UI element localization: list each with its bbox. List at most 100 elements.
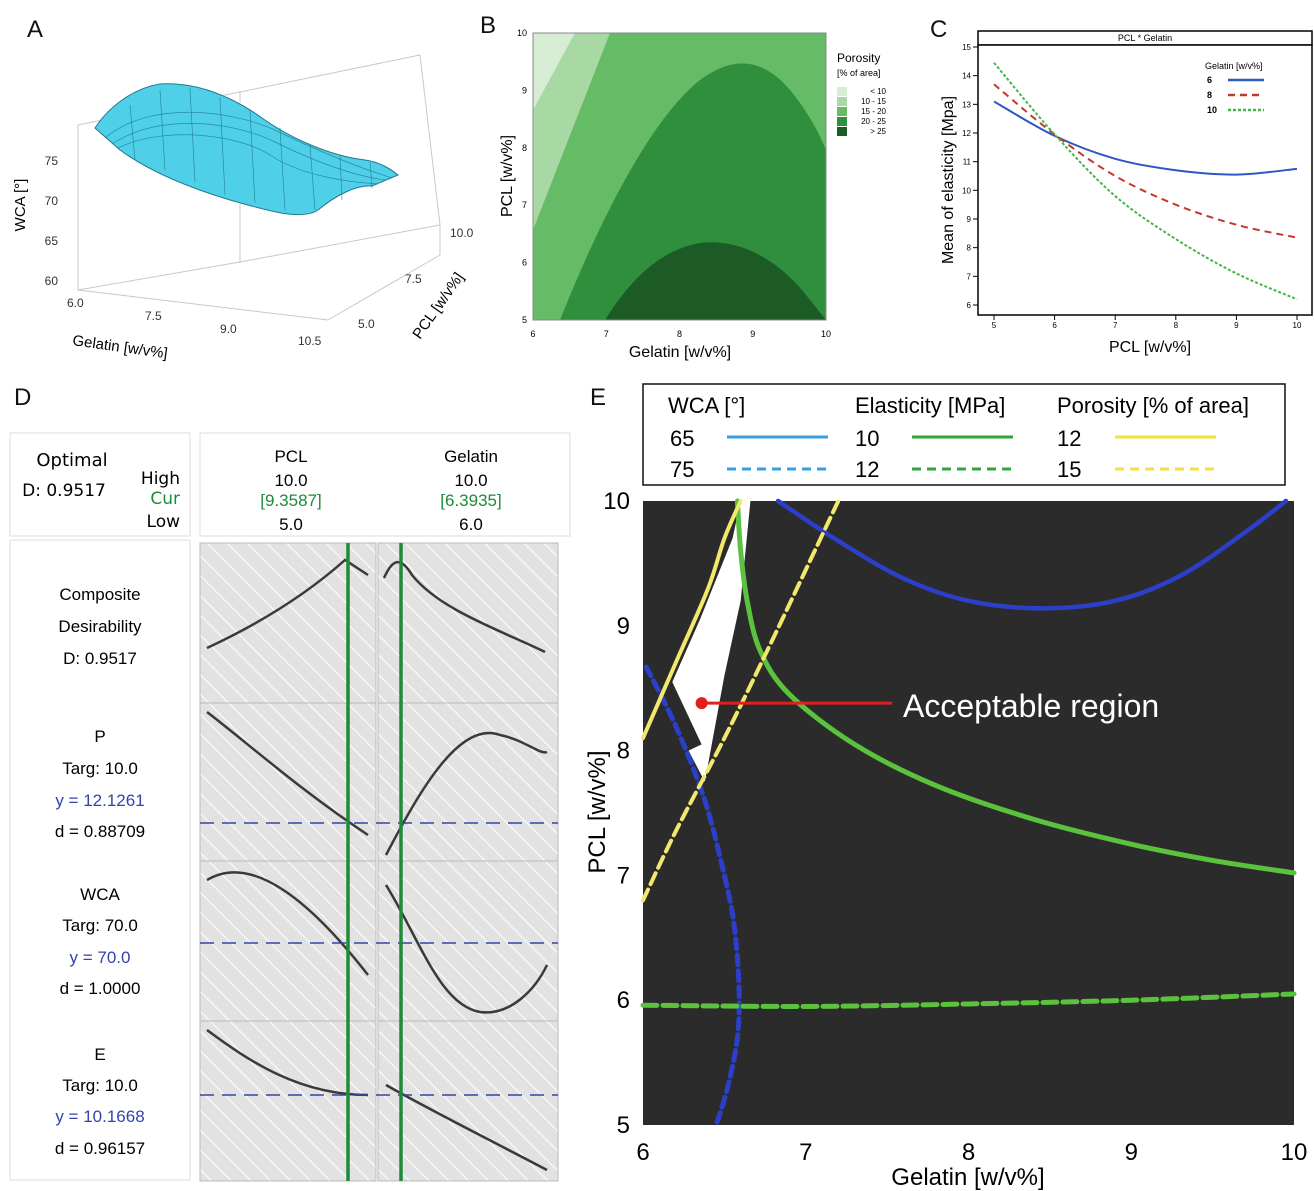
factor-low: 6.0 bbox=[459, 515, 483, 534]
x-tick-label: 10 bbox=[1293, 321, 1302, 330]
legend-label: 15 - 20 bbox=[861, 107, 886, 116]
panel-letter-b: B bbox=[480, 12, 497, 39]
porosity-band-lt-10 bbox=[533, 33, 575, 110]
x-tick-label: 9 bbox=[1125, 1139, 1138, 1166]
y-tick-label: 8 bbox=[617, 738, 630, 765]
acceptable-region bbox=[672, 501, 751, 782]
factor-header-box bbox=[199, 432, 571, 537]
row-y: y = 70.0 bbox=[70, 948, 131, 967]
legend-label: 10 - 15 bbox=[861, 97, 886, 106]
legend-value: 15 bbox=[1057, 457, 1081, 482]
optimal-d: D: 0.9517 bbox=[22, 481, 106, 501]
factor-high: 10.0 bbox=[454, 471, 487, 490]
legend-swatch bbox=[837, 117, 847, 126]
row-labels-column bbox=[9, 539, 191, 1181]
porosity-12-contour bbox=[641, 499, 743, 741]
y-tick-label: 9 bbox=[967, 215, 972, 224]
panel-e-overlaid-contours: WCA [°] Elasticity [MPa] Porosity [% of … bbox=[584, 383, 1307, 1191]
legend-label: 10 bbox=[1207, 105, 1217, 115]
y-tick-label: 6 bbox=[967, 301, 972, 310]
wca-surface bbox=[94, 83, 399, 216]
y-tick-label: 12 bbox=[962, 129, 971, 138]
x-tick-label: 9 bbox=[750, 329, 755, 339]
x-axis-label: Gelatin [w/v%] bbox=[629, 344, 731, 361]
panel-d-response-optimizer: Optimal D: 0.9517 High Cur Low PCL 10.0 … bbox=[9, 432, 571, 1182]
elasticity-10-contour bbox=[734, 498, 1297, 876]
legend-title: Porosity bbox=[837, 51, 880, 65]
optimal-label: Optimal bbox=[36, 450, 107, 471]
elasticity-12-contour bbox=[640, 991, 1297, 1009]
desirability-plot-grid bbox=[199, 542, 559, 1182]
plot-frame bbox=[532, 32, 827, 321]
x-tick-label: 7 bbox=[1113, 321, 1118, 330]
y-axis-label: Mean of elasticity [Mpa] bbox=[940, 96, 957, 264]
panel-a-surface-plot: WCA [°] 60 65 70 75 6.0 7.5 9.0 10.5 5.0… bbox=[12, 54, 474, 362]
y-tick-label: 6 bbox=[522, 258, 527, 268]
y-tick-label: 10 bbox=[517, 28, 527, 38]
wca-65-contour bbox=[775, 498, 1289, 611]
legend-value: 12 bbox=[855, 457, 879, 482]
y-tick-label: 13 bbox=[962, 100, 971, 109]
panel-letter-c: C bbox=[930, 16, 948, 43]
series-line-6 bbox=[993, 100, 1298, 176]
factor-low: 5.0 bbox=[279, 515, 303, 534]
low-label: Low bbox=[147, 512, 181, 532]
y-tick-label: 10 bbox=[962, 186, 971, 195]
y-tick-label: 6 bbox=[617, 987, 630, 1014]
x-tick-label: 8 bbox=[962, 1139, 975, 1166]
z-tick: 65 bbox=[45, 234, 59, 248]
y-tick-label: 8 bbox=[967, 244, 972, 253]
legend-title: Gelatin [w/v%] bbox=[1205, 61, 1263, 71]
y-axis-label: PCL [w/v%] bbox=[584, 750, 611, 873]
legend-header: WCA [°] bbox=[668, 393, 745, 418]
panel-letter-a: A bbox=[27, 16, 44, 43]
row-title-2: Desirability bbox=[58, 617, 142, 636]
x-tick: 7.5 bbox=[145, 309, 162, 323]
y-tick-label: 9 bbox=[522, 85, 527, 95]
legend-value: 10 bbox=[855, 426, 879, 451]
legend-value: 75 bbox=[670, 457, 694, 482]
legend-label: 6 bbox=[1207, 75, 1212, 85]
y-tick-label: 8 bbox=[522, 143, 527, 153]
x-tick-label: 8 bbox=[1174, 321, 1179, 330]
factor-high: 10.0 bbox=[274, 471, 307, 490]
legend-subtitle: [% of area] bbox=[837, 68, 881, 78]
panel-letter-e: E bbox=[590, 384, 607, 411]
x-tick-label: 8 bbox=[677, 329, 682, 339]
x-axis-label: Gelatin [w/v%] bbox=[891, 1164, 1044, 1191]
legend-value: 65 bbox=[670, 426, 694, 451]
legend-label: 8 bbox=[1207, 90, 1212, 100]
y-tick-label: 10 bbox=[603, 488, 630, 515]
factor-name: PCL bbox=[274, 447, 307, 466]
chart-title: PCL * Gelatin bbox=[1118, 33, 1172, 43]
high-label: High bbox=[141, 469, 180, 489]
y-tick-label: 7 bbox=[967, 272, 972, 281]
x-tick-label: 7 bbox=[604, 329, 609, 339]
legend-swatches bbox=[727, 435, 1216, 471]
row-d: D: 0.9517 bbox=[63, 649, 137, 668]
legend-swatch bbox=[837, 127, 847, 136]
x-tick-label: 9 bbox=[1234, 321, 1239, 330]
row-title: E bbox=[94, 1045, 105, 1064]
row-d: d = 1.0000 bbox=[60, 979, 141, 998]
x-tick-label: 6 bbox=[636, 1139, 649, 1166]
target-lines bbox=[200, 822, 558, 1096]
y-axis-label: PCL [w/v%] bbox=[499, 135, 516, 217]
x-tick-label: 7 bbox=[799, 1139, 812, 1166]
legend-label: > 25 bbox=[870, 127, 886, 136]
legend-value: 12 bbox=[1057, 426, 1081, 451]
factor-name: Gelatin bbox=[444, 447, 498, 466]
wca-75-contour bbox=[643, 664, 742, 1128]
x-tick: 6.0 bbox=[67, 296, 84, 310]
x-tick: 9.0 bbox=[220, 322, 237, 336]
series-line-10 bbox=[993, 62, 1298, 301]
y-tick-label: 14 bbox=[962, 72, 971, 81]
plot-frame bbox=[977, 44, 1313, 316]
y-tick-label: 7 bbox=[617, 862, 630, 889]
porosity-band-gt-25 bbox=[605, 242, 826, 320]
panel-c-line-chart: PCL * Gelatin 5 6 7 8 9 10 6 7 8 9 10 11 12 13 14 15 Ge… bbox=[940, 30, 1313, 356]
plot-area bbox=[643, 501, 1294, 1125]
annotation-label: Acceptable region bbox=[903, 688, 1159, 724]
panel-letter-d: D bbox=[14, 384, 32, 411]
